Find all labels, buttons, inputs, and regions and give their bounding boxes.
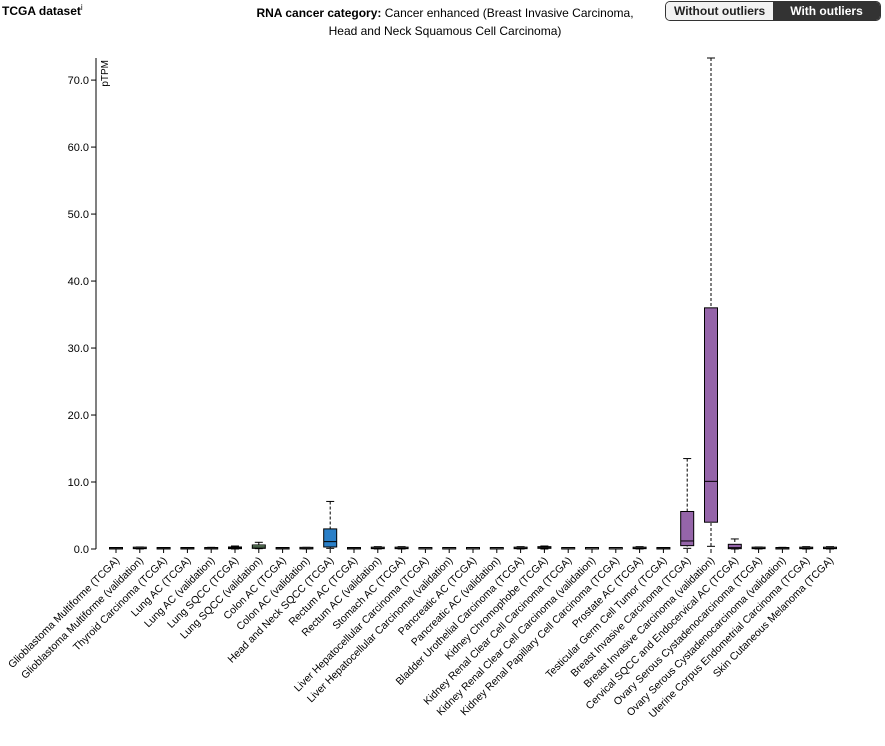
box-group [537, 545, 552, 550]
y-axis: 0.0 10.0 20.0 30.0 40.0 50.0 60.0 70.0 pTPM [68, 58, 111, 556]
box-body [704, 307, 718, 523]
y-tick-label: 30.0 [68, 343, 89, 355]
y-tick-label: 70.0 [68, 75, 89, 87]
box-group [442, 547, 457, 550]
box-group [323, 500, 338, 549]
box-group [394, 546, 409, 550]
rna-cancer-category: RNA cancer category: Cancer enhanced (Br… [200, 4, 690, 40]
dataset-title-text: TCGA dataset [2, 4, 81, 18]
box-group [489, 547, 504, 550]
y-axis-label: pTPM [100, 60, 111, 87]
x-tick-label: Glioblastoma Multiforme (validation) [19, 555, 146, 682]
category-label: RNA cancer category: [256, 6, 382, 20]
box-group [823, 546, 837, 550]
box-group [561, 547, 576, 550]
box-body [680, 510, 695, 547]
box-group [347, 547, 361, 550]
box-group [466, 547, 480, 550]
box-group [251, 541, 266, 550]
without-outliers-button[interactable]: Without outliers [666, 2, 774, 20]
box-group [299, 546, 314, 550]
box-group [132, 546, 147, 550]
box-group [680, 458, 695, 549]
box-group [632, 546, 647, 550]
box-body [323, 528, 338, 548]
box-group [180, 547, 195, 550]
box-series [109, 57, 837, 550]
category-value-line2: Head and Neck Squamous Cell Carcinoma) [328, 24, 562, 38]
category-value-line1: Cancer enhanced (Breast Invasive Carcino… [384, 6, 634, 20]
y-tick-label: 40.0 [68, 276, 89, 288]
box-group [204, 546, 219, 550]
box-group [799, 546, 814, 550]
box-group [109, 547, 123, 550]
box-group [418, 547, 433, 550]
dataset-title: TCGA dataseti [2, 3, 83, 18]
box-group [156, 547, 171, 550]
box-group [275, 547, 290, 550]
box-group [775, 546, 790, 550]
y-tick-label: 0.0 [74, 544, 89, 556]
info-icon[interactable]: i [80, 3, 83, 12]
y-tick-label: 10.0 [68, 477, 89, 489]
box-group [727, 538, 742, 550]
outlier-toggle: Without outliers With outliers [665, 1, 881, 21]
box-body [727, 543, 742, 550]
box-group [513, 546, 528, 550]
box-group [228, 545, 242, 550]
box-group [656, 547, 671, 550]
y-tick-label: 20.0 [68, 410, 89, 422]
y-tick-label: 50.0 [68, 209, 89, 221]
box-group [585, 547, 599, 550]
box-group [751, 546, 766, 550]
x-tick-label: Thyroid Carcinoma (TCGA) [71, 555, 170, 654]
box-group [704, 57, 718, 547]
y-tick-label: 60.0 [68, 142, 89, 154]
with-outliers-button[interactable]: With outliers [773, 2, 880, 20]
x-axis: Glioblastoma Multiforme (TCGA)Glioblasto… [6, 549, 836, 720]
box-group [370, 546, 385, 550]
box-group [608, 547, 623, 550]
